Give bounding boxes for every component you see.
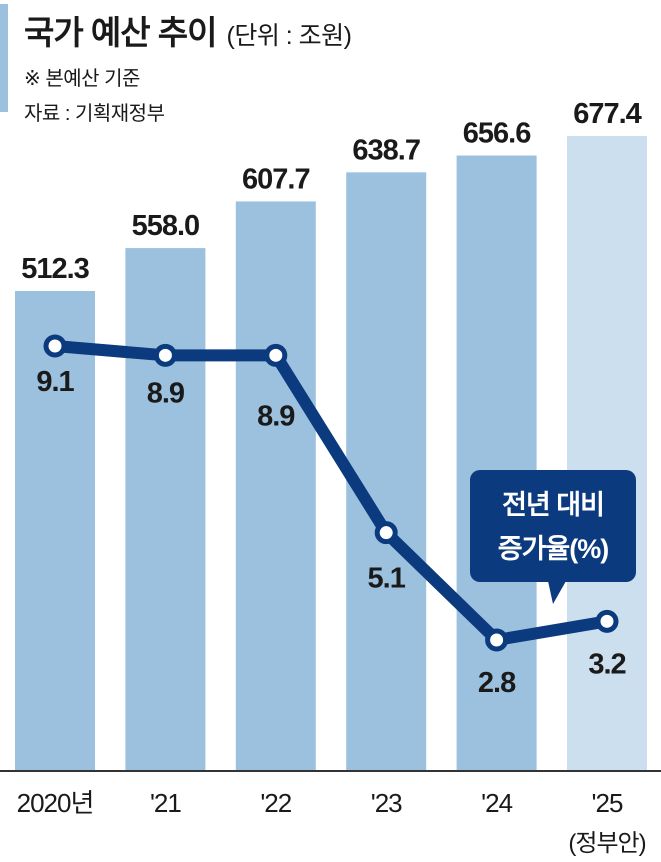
source-note: 자료 : 기획재정부 (24, 103, 165, 125)
bar-value-label-1: 558.0 (132, 210, 200, 242)
legend-box (470, 470, 636, 582)
rate-point-3 (374, 521, 398, 545)
title-line: 국가 예산 추이 (단위 : 조원) (24, 6, 352, 54)
rate-point-0 (43, 334, 67, 358)
x-tick-2: '22 (260, 788, 291, 818)
x-tick-0: 2020년 (17, 788, 94, 818)
bar-0 (15, 291, 95, 771)
bar-3 (346, 172, 427, 771)
legend-line-2: 증가율(%) (498, 534, 609, 564)
rate-point-4 (485, 628, 509, 652)
chart-title: 국가 예산 추이 (24, 14, 217, 51)
bar-5 (567, 136, 647, 771)
rate-label-0: 9.1 (36, 366, 74, 398)
bar-value-label-5: 677.4 (573, 98, 641, 130)
unit-label: (단위 : 조원) (226, 22, 353, 50)
rate-point-2 (264, 343, 288, 367)
x-tick-5: '25 (592, 788, 623, 818)
basis-note: ※ 본예산 기준 (24, 68, 140, 90)
x-tick-4: '24 (481, 788, 512, 818)
x-tick-1: '21 (150, 788, 181, 818)
x-tick-3: '23 (371, 788, 402, 818)
bar-value-label-0: 512.3 (21, 253, 89, 285)
legend-pointer (548, 581, 566, 604)
bar-4 (456, 155, 537, 771)
growth-rate-line (49, 340, 613, 646)
rate-point-5 (595, 609, 619, 633)
rate-label-2: 8.9 (257, 400, 295, 432)
bar-value-label-4: 656.6 (463, 118, 531, 150)
x-axis-ticks: 2020년 '21 '22 '23 '24 '25 (정부안) (17, 788, 647, 857)
rate-label-4: 2.8 (478, 667, 516, 699)
rate-point-1 (153, 343, 177, 367)
rate-label-1: 8.9 (147, 377, 185, 409)
bar-value-label-2: 607.7 (242, 163, 310, 195)
bar-value-labels: 512.3 558.0 607.7 638.7 656.6 677.4 (21, 98, 642, 285)
x-tick-note-5: (정부안) (568, 830, 645, 857)
bar-2 (235, 201, 316, 771)
bar-series (15, 136, 647, 771)
bar-value-label-3: 638.7 (352, 134, 420, 166)
rate-label-5: 3.2 (588, 648, 625, 680)
rate-label-3: 5.1 (368, 563, 406, 595)
bar-1 (125, 248, 206, 771)
accent-stripe (0, 4, 8, 112)
growth-rate-series: 9.1 8.9 8.9 5.1 2.8 3.2 (36, 334, 627, 699)
chart-header: 국가 예산 추이 (단위 : 조원) ※ 본예산 기준 자료 : 기획재정부 (24, 6, 352, 126)
legend-line-1: 전년 대비 (502, 490, 604, 520)
